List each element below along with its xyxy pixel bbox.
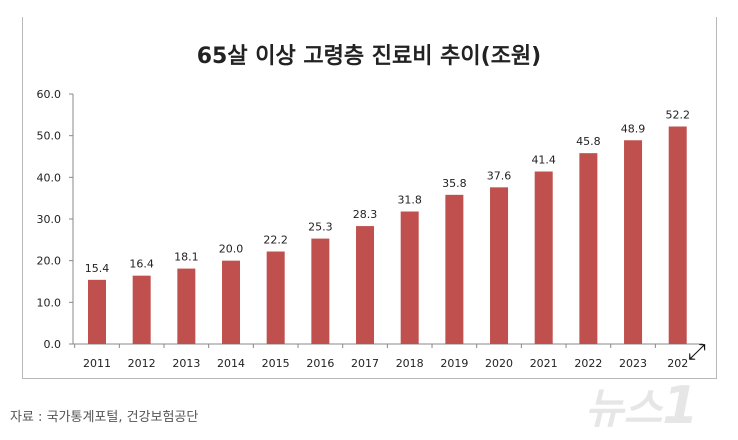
y-tick-label: 0.0 bbox=[44, 338, 62, 351]
x-tick-label: 2021 bbox=[530, 357, 558, 370]
bar-2013 bbox=[177, 268, 196, 344]
data-label: 52.2 bbox=[665, 109, 690, 122]
data-label: 25.3 bbox=[308, 221, 333, 234]
bar-2018 bbox=[400, 211, 419, 344]
source-note: 자료 : 국가통계포털, 건강보험공단 bbox=[10, 410, 199, 425]
y-tick-label: 30.0 bbox=[37, 213, 62, 226]
x-tick-label: 2013 bbox=[172, 357, 200, 370]
bar-2022 bbox=[579, 153, 598, 344]
data-label: 35.8 bbox=[442, 177, 467, 190]
x-tick-label: 2022 bbox=[574, 357, 602, 370]
data-label: 15.4 bbox=[85, 262, 110, 275]
bar-2017 bbox=[356, 226, 375, 344]
data-label: 16.4 bbox=[129, 258, 154, 271]
x-tick-label: 2012 bbox=[128, 357, 156, 370]
y-tick-label: 60.0 bbox=[37, 88, 62, 101]
data-label: 41.4 bbox=[531, 154, 556, 167]
bar-2016 bbox=[311, 238, 330, 344]
y-tick-label: 40.0 bbox=[37, 171, 62, 184]
data-label: 22.2 bbox=[263, 234, 288, 247]
chart-frame bbox=[22, 17, 717, 379]
data-label: 20.0 bbox=[219, 243, 244, 256]
data-label: 28.3 bbox=[353, 208, 378, 221]
x-tick-label: 2023 bbox=[619, 357, 647, 370]
expand-arrows-icon[interactable]: ⤢ bbox=[688, 340, 706, 365]
bar-2012 bbox=[132, 275, 151, 344]
bar-2024 bbox=[668, 126, 687, 344]
y-tick-label: 10.0 bbox=[37, 296, 62, 309]
bar-2020 bbox=[490, 187, 509, 344]
x-tick-label: 2019 bbox=[440, 357, 468, 370]
x-tick-label: 2011 bbox=[83, 357, 111, 370]
x-tick-label: 2017 bbox=[351, 357, 379, 370]
data-label: 45.8 bbox=[576, 135, 601, 148]
x-tick-label: 202 bbox=[667, 357, 688, 370]
x-tick-label: 2020 bbox=[485, 357, 513, 370]
x-tick-label: 2014 bbox=[217, 357, 245, 370]
data-label: 37.6 bbox=[487, 169, 512, 182]
watermark-logo: 뉴스1 bbox=[585, 376, 699, 436]
data-label: 18.1 bbox=[174, 251, 199, 264]
x-tick-label: 2015 bbox=[262, 357, 290, 370]
y-tick-label: 50.0 bbox=[37, 130, 62, 143]
bar-2014 bbox=[222, 260, 241, 344]
bar-2019 bbox=[445, 194, 464, 344]
x-tick-label: 2016 bbox=[306, 357, 334, 370]
x-tick-label: 2018 bbox=[396, 357, 424, 370]
chart-title: 65살 이상 고령층 진료비 추이(조원) bbox=[196, 44, 542, 69]
bar-2023 bbox=[624, 140, 643, 344]
bar-2021 bbox=[534, 171, 553, 344]
bar-2011 bbox=[88, 279, 106, 344]
y-tick-label: 20.0 bbox=[37, 255, 62, 268]
data-label: 31.8 bbox=[397, 194, 422, 207]
data-label: 48.9 bbox=[621, 122, 646, 135]
bar-2015 bbox=[266, 251, 285, 344]
